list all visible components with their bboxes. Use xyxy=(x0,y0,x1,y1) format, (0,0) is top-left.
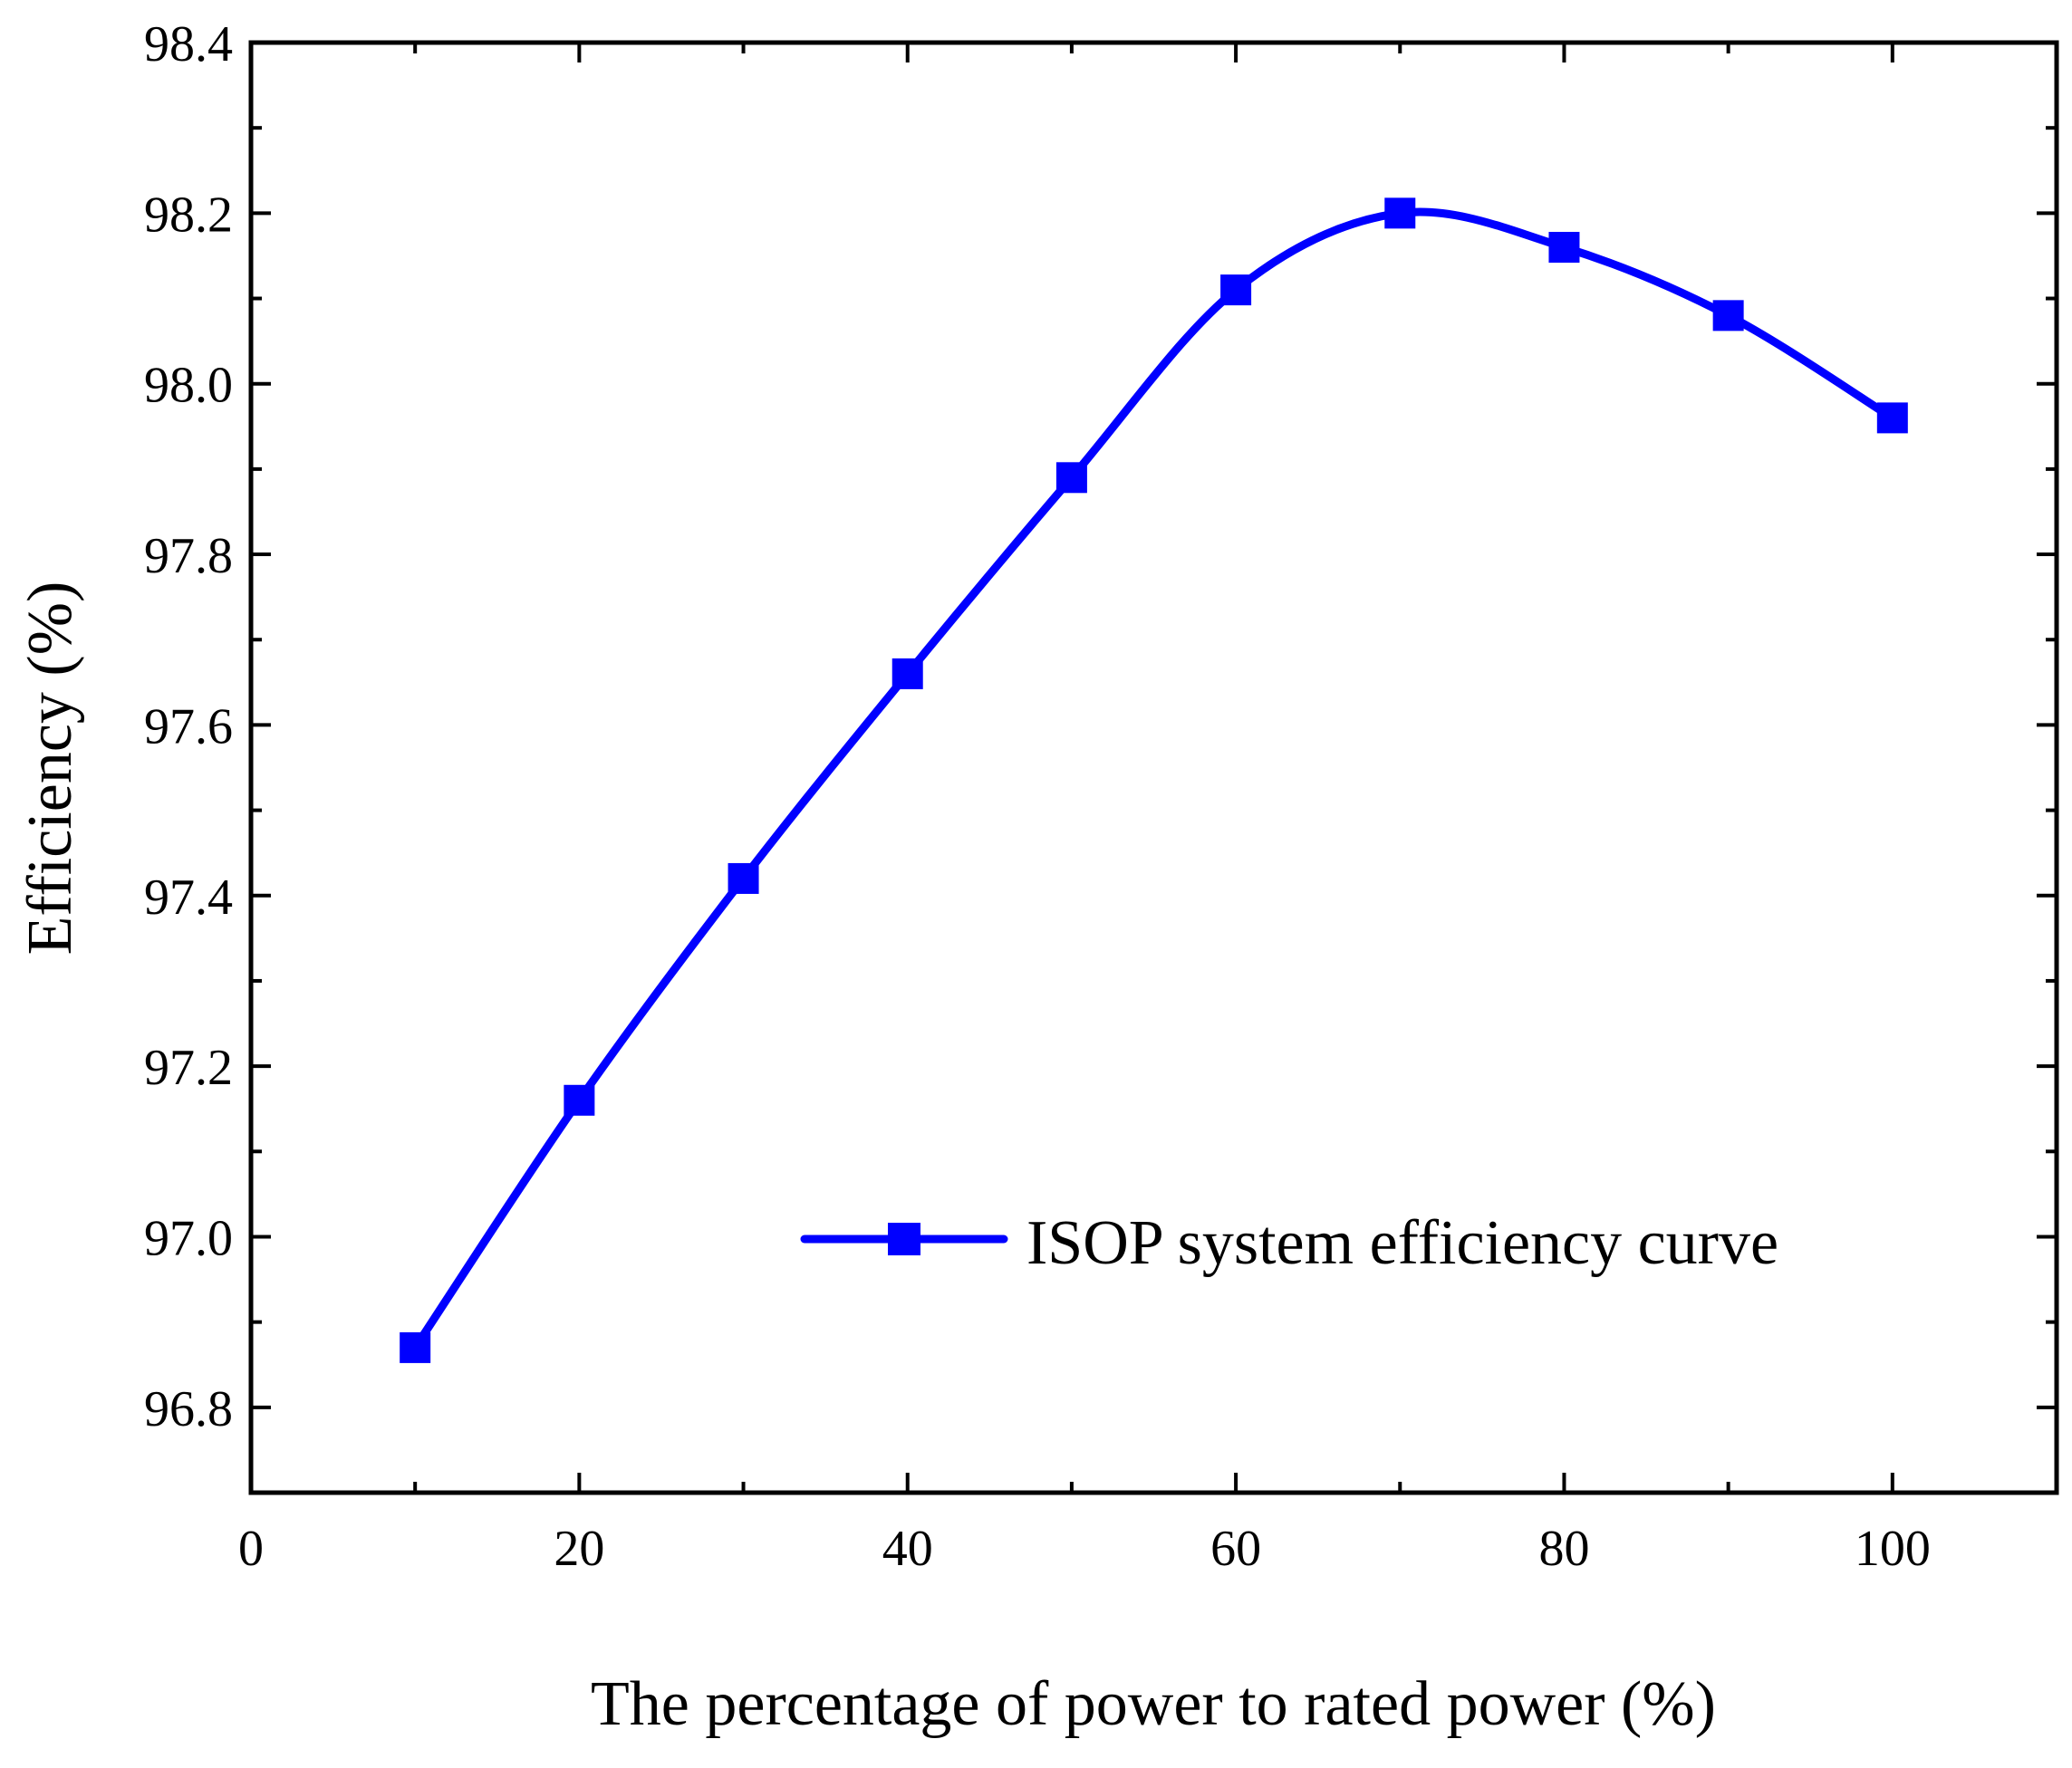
x-tick-label: 60 xyxy=(1210,1521,1261,1577)
data-point-marker xyxy=(1384,197,1416,229)
x-tick-label: 40 xyxy=(882,1521,933,1577)
data-point-marker xyxy=(1876,402,1908,434)
data-point-marker xyxy=(1712,300,1744,332)
y-tick-label: 97.2 xyxy=(144,1040,233,1096)
legend-marker-square xyxy=(888,1223,920,1255)
axis-tick-labels: 0 20 40 60 80 100 96.8 97.0 97.2 97.4 97.6 97.8 98.0… xyxy=(144,16,1931,1577)
x-tick-label: 80 xyxy=(1538,1521,1589,1577)
data-point-marker xyxy=(564,1084,595,1116)
data-point-marker xyxy=(1548,232,1580,264)
data-point-marker xyxy=(1220,274,1252,306)
y-tick-label: 97.4 xyxy=(144,870,233,926)
data-point-marker xyxy=(891,658,923,689)
y-tick-label: 98.2 xyxy=(144,187,233,243)
legend: ISOP system efficiency curve xyxy=(800,1208,1778,1278)
legend-label: ISOP system efficiency curve xyxy=(1026,1208,1778,1278)
y-tick-label: 98.4 xyxy=(144,16,233,72)
y-tick-label: 97.8 xyxy=(144,528,233,584)
series-layer xyxy=(400,197,1908,1363)
x-tick-label: 100 xyxy=(1855,1521,1931,1577)
y-tick-label: 98.0 xyxy=(144,358,233,414)
x-axis-title: The percentage of power to rated power (… xyxy=(591,1669,1716,1739)
x-tick-label: 20 xyxy=(554,1521,604,1577)
y-tick-label: 96.8 xyxy=(144,1381,233,1437)
data-point-marker xyxy=(400,1331,431,1363)
series-line xyxy=(410,207,1897,1352)
data-point-marker xyxy=(1055,462,1087,494)
x-tick-label: 0 xyxy=(238,1521,264,1577)
y-axis-title: Efficiency (%) xyxy=(15,581,85,956)
data-point-marker xyxy=(728,862,759,894)
y-tick-label: 97.0 xyxy=(144,1210,233,1266)
plot-frame xyxy=(248,40,2059,1495)
y-tick-label: 97.6 xyxy=(144,698,233,754)
